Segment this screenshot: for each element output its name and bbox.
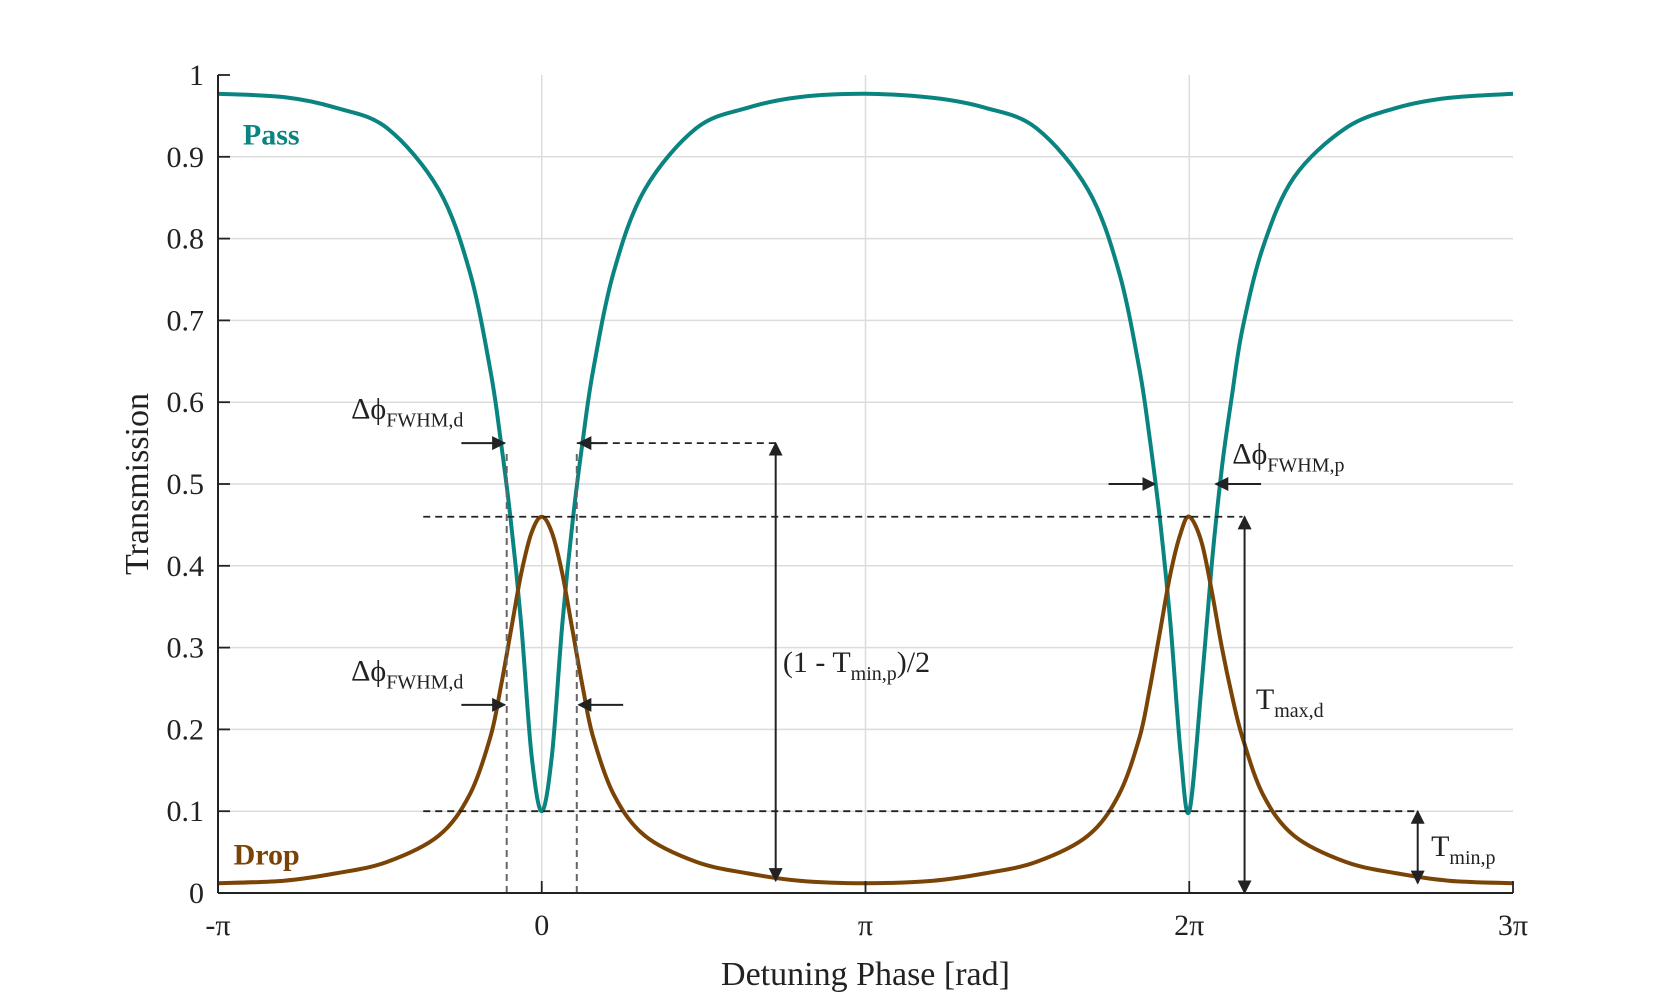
y-tick-label: 0.5 [167,468,205,501]
series-label-drop: Drop [234,838,300,871]
x-tick-label: π [858,909,873,942]
y-tick-label: 0.3 [167,632,205,665]
y-axis-title: Transmission [119,393,156,575]
y-tick-label: 1 [189,59,204,92]
y-tick-label: 0.9 [167,141,205,174]
y-tick-label: 0.6 [167,386,205,419]
x-tick-label: -π [205,909,230,942]
x-tick-label: 2π [1174,909,1204,942]
annotation-fwhm-p: ΔϕFWHM,p [1232,438,1344,477]
y-tick-label: 0.4 [167,550,205,583]
annotation-tmin-p: Tmin,p [1431,830,1495,869]
y-tick-label: 0.8 [167,223,205,256]
y-tick-label: 0.1 [167,795,205,828]
annotation-half-depth: (1 - Tmin,p)/2 [783,646,930,685]
x-tick-label: 3π [1498,909,1528,942]
grid-lines [218,75,1513,893]
x-axis-title: Detuning Phase [rad] [721,956,1010,993]
reference-lines [423,436,1425,895]
y-tick-label: 0.2 [167,713,205,746]
tick-labels: 00.10.20.30.40.50.60.70.80.91-π 0 π 2π 3π [167,59,1529,942]
y-tick-label: 0 [189,877,204,910]
annotation-fwhm-d-bottom: ΔϕFWHM,d [351,654,463,693]
y-tick-label: 0.7 [167,304,205,337]
axes [217,74,1514,894]
series-label-pass: Pass [243,119,300,152]
x-tick-label: 0 [534,909,549,942]
annotation-fwhm-d-top: ΔϕFWHM,d [351,393,463,432]
annotation-tmax-d: Tmax,d [1256,683,1324,722]
